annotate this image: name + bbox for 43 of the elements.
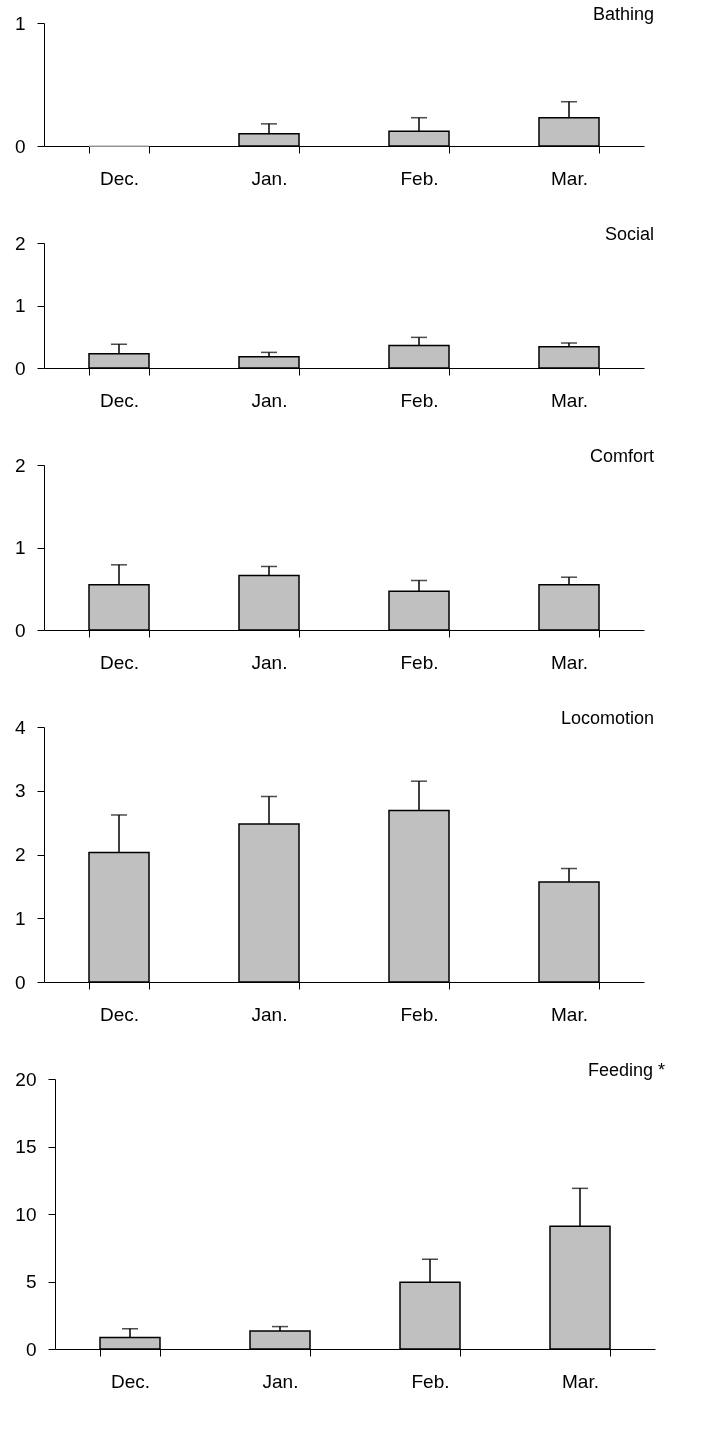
x-tick-label: Dec. bbox=[99, 167, 140, 189]
y-tick-label: 0 bbox=[14, 135, 26, 157]
chart-title: Bathing bbox=[592, 4, 654, 24]
x-tick-label: Dec. bbox=[99, 389, 140, 411]
x-tick-label: Mar. bbox=[551, 651, 588, 673]
y-tick-label: 10 bbox=[15, 1203, 37, 1225]
y-tick-label: 2 bbox=[14, 454, 26, 476]
x-tick-label: Jan. bbox=[251, 167, 288, 189]
y-tick-label: 4 bbox=[14, 716, 26, 738]
y-tick-label: 0 bbox=[14, 357, 26, 379]
x-tick-label: Dec. bbox=[99, 651, 140, 673]
x-tick-label: Dec. bbox=[110, 1370, 151, 1392]
chart-title: Social bbox=[604, 224, 654, 244]
x-tick-label: Jan. bbox=[251, 651, 288, 673]
y-tick-label: 2 bbox=[14, 232, 26, 254]
x-tick-label: Mar. bbox=[562, 1370, 599, 1392]
y-tick-label: 1 bbox=[14, 12, 26, 34]
y-tick-label: 15 bbox=[15, 1136, 37, 1157]
chart-title: Feeding * bbox=[587, 1060, 665, 1080]
x-tick-label: Mar. bbox=[551, 389, 588, 411]
x-tick-label: Jan. bbox=[262, 1370, 299, 1392]
y-tick-label: 0 bbox=[14, 619, 26, 641]
y-tick-label: 0 bbox=[25, 1338, 37, 1360]
x-tick-label: Feb. bbox=[411, 1370, 450, 1392]
x-tick-label: Jan. bbox=[251, 389, 288, 411]
y-tick-label: 20 bbox=[15, 1068, 37, 1090]
x-tick-label: Feb. bbox=[400, 651, 439, 673]
x-tick-label: Mar. bbox=[551, 167, 588, 189]
y-tick-label: 3 bbox=[14, 780, 26, 802]
y-tick-label: 5 bbox=[25, 1271, 37, 1292]
x-tick-label: Dec. bbox=[99, 1003, 140, 1025]
chart-title: Locomotion bbox=[560, 708, 654, 728]
chart-title: Comfort bbox=[589, 446, 654, 466]
y-tick-label: 1 bbox=[14, 295, 26, 316]
y-tick-label: 2 bbox=[14, 844, 26, 865]
x-tick-label: Feb. bbox=[400, 1003, 439, 1025]
x-tick-label: Feb. bbox=[400, 389, 439, 411]
x-tick-label: Feb. bbox=[400, 167, 439, 189]
y-tick-label: 1 bbox=[14, 907, 26, 929]
x-tick-label: Mar. bbox=[551, 1003, 588, 1025]
y-tick-label: 1 bbox=[14, 537, 26, 558]
y-tick-label: 0 bbox=[14, 971, 26, 993]
x-tick-label: Jan. bbox=[251, 1003, 288, 1025]
